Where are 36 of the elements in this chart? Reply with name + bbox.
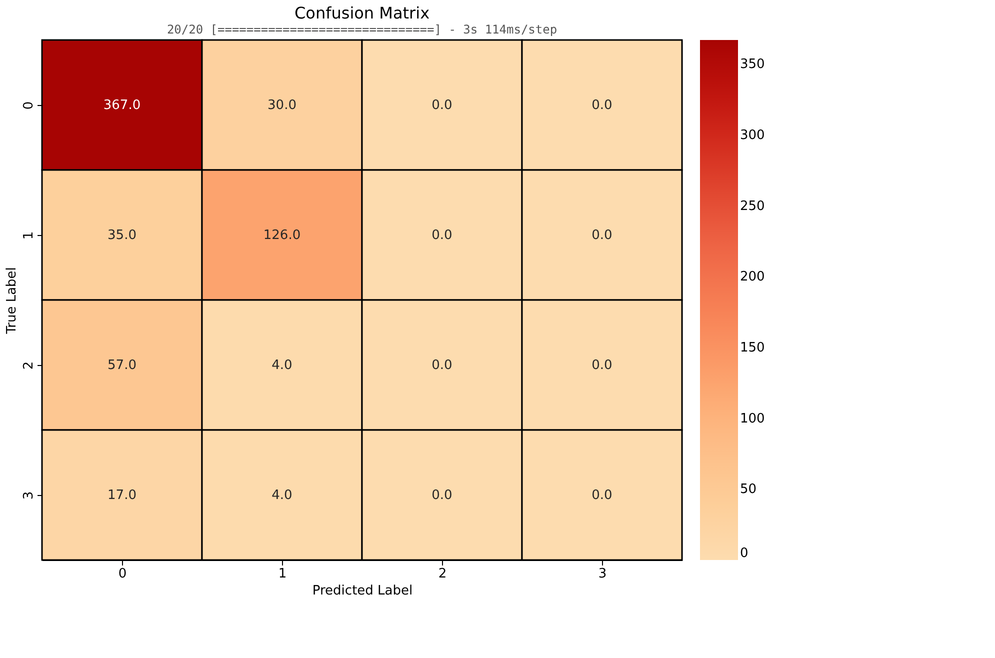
data-label: 35.0	[108, 228, 136, 243]
data-label: 367.0	[103, 98, 141, 113]
data-label: 0.0	[432, 98, 452, 113]
chart-title: Confusion Matrix	[294, 3, 430, 22]
data-label: 126.0	[263, 228, 301, 243]
data-label: 0.0	[432, 358, 452, 373]
x-tick-label: 1	[278, 566, 287, 582]
data-label: 0.0	[592, 488, 612, 503]
x-tick-label: 0	[118, 566, 127, 582]
x-tick-label: 3	[598, 566, 607, 582]
color-bar-label: 300	[740, 128, 765, 143]
data-label: 0.0	[592, 358, 612, 373]
color-bar-label: 150	[740, 340, 765, 356]
data-label: 4.0	[272, 358, 292, 373]
data-label: 17.0	[108, 488, 136, 503]
data-label: 0.0	[432, 488, 452, 503]
data-label: 0.0	[432, 228, 452, 243]
text: 20/20 [==============================] - 3s 114ms/step	[166, 22, 558, 36]
y-tick-label: 2	[22, 361, 36, 370]
color-bar-label: 200	[740, 270, 765, 285]
y-axis-title: True Label	[4, 267, 20, 335]
color-bar-label: 50	[740, 482, 757, 498]
color-bar-label: 0	[740, 546, 748, 561]
data-label: 57.0	[108, 358, 136, 373]
x-tick-label: 2	[438, 566, 447, 582]
y-tick-label: 3	[22, 491, 36, 500]
color-bar-label: 250	[740, 198, 765, 214]
y-tick-label: 0	[22, 101, 36, 110]
color-bar-label: 100	[740, 411, 765, 426]
x-axis-title: Predicted Label	[312, 584, 413, 598]
data-label: 4.0	[272, 488, 292, 503]
data-label: 0.0	[592, 98, 612, 113]
data-label: 0.0	[592, 228, 612, 243]
y-tick-label: 1	[22, 231, 36, 240]
data-label: 30.0	[268, 98, 296, 113]
color-bar-label: 350	[740, 57, 765, 72]
